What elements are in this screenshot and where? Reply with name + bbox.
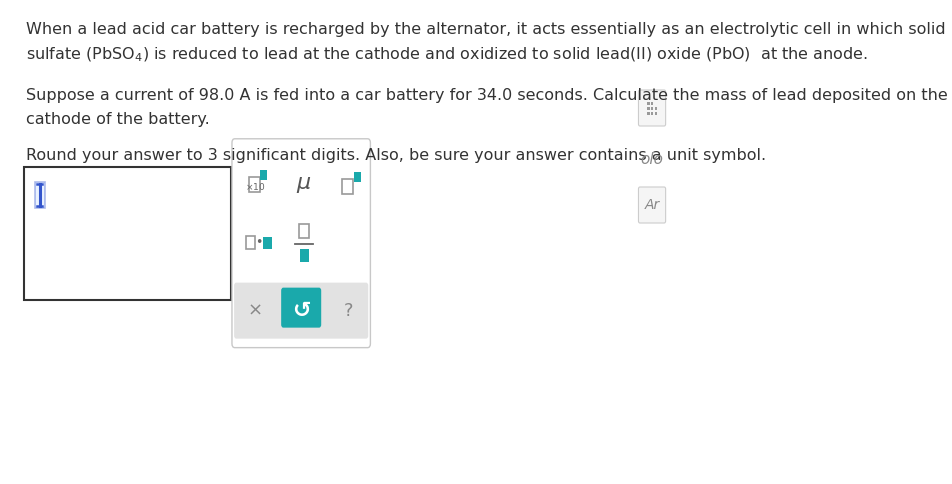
Bar xyxy=(246,236,255,249)
Bar xyxy=(299,224,309,238)
Bar xyxy=(343,179,353,194)
Text: sulfate $\left(\mathregular{PbSO_4}\right)$ is reduced to lead at the cathode an: sulfate $\left(\mathregular{PbSO_4}\righ… xyxy=(26,46,867,64)
Text: •: • xyxy=(255,236,263,249)
Text: $\times$10: $\times$10 xyxy=(245,182,265,192)
Text: Ar: Ar xyxy=(645,198,660,212)
Text: $\mu$: $\mu$ xyxy=(296,175,312,195)
FancyBboxPatch shape xyxy=(639,90,665,126)
Bar xyxy=(353,172,361,182)
Bar xyxy=(300,249,308,262)
Bar xyxy=(260,170,267,180)
FancyBboxPatch shape xyxy=(639,187,665,223)
FancyBboxPatch shape xyxy=(281,287,321,328)
Bar xyxy=(647,106,649,109)
Bar xyxy=(264,237,272,249)
Bar xyxy=(655,111,657,115)
Bar xyxy=(655,106,657,109)
Text: Round your answer to 3 significant digits. Also, be sure your answer contains a : Round your answer to 3 significant digit… xyxy=(26,148,765,163)
FancyBboxPatch shape xyxy=(232,139,370,348)
Bar xyxy=(24,167,231,300)
Text: olo: olo xyxy=(641,152,664,167)
Bar xyxy=(34,182,45,208)
Text: ?: ? xyxy=(345,302,354,319)
Bar xyxy=(651,106,653,109)
Text: When a lead acid car battery is recharged by the alternator, it acts essentially: When a lead acid car battery is recharge… xyxy=(26,22,952,37)
Text: Suppose a current of 98.0 A is fed into a car battery for 34.0 seconds. Calculat: Suppose a current of 98.0 A is fed into … xyxy=(26,88,947,103)
Bar xyxy=(651,111,653,115)
Bar xyxy=(249,177,260,192)
Bar xyxy=(651,102,653,105)
Text: ×: × xyxy=(248,302,263,319)
Text: ↺: ↺ xyxy=(292,301,310,320)
Bar xyxy=(647,111,649,115)
Bar xyxy=(647,102,649,105)
FancyBboxPatch shape xyxy=(234,283,368,339)
Text: cathode of the battery.: cathode of the battery. xyxy=(26,112,209,127)
